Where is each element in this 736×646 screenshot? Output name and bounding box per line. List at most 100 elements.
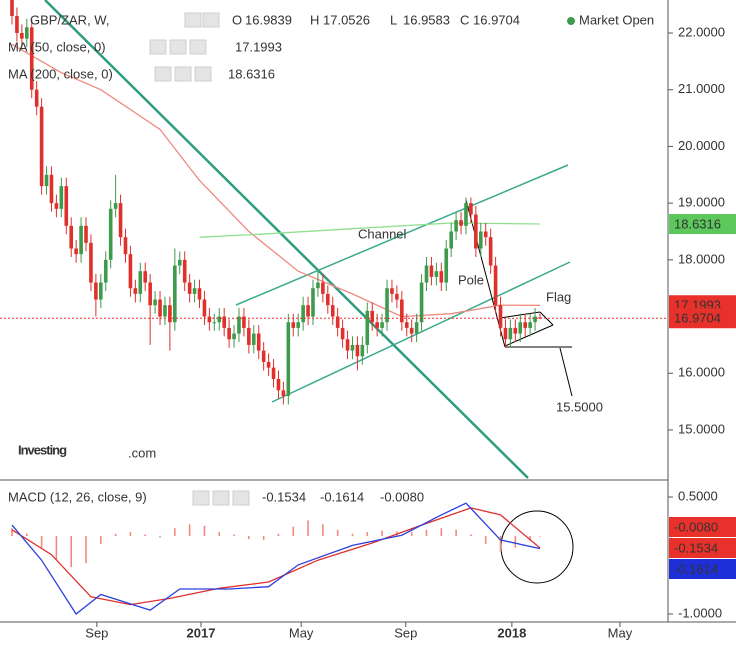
icon[interactable] [192, 490, 210, 506]
candle-body [311, 288, 315, 317]
legend-label: MA (200, close, 0) [8, 66, 113, 81]
ohlc-letter: H [310, 12, 319, 27]
x-tick-label: May [289, 625, 314, 640]
candle-body [449, 231, 453, 249]
ohlc-value: 17.0526 [323, 12, 370, 27]
histogram-bar [529, 535, 531, 541]
icon[interactable] [189, 39, 207, 55]
histogram-bar [425, 529, 428, 536]
y-tick-label: 0.5000 [678, 488, 718, 503]
ohlc-letter: O [232, 12, 242, 27]
candle-body [187, 282, 192, 294]
icon[interactable] [212, 490, 230, 506]
histogram-bar [470, 534, 472, 536]
logo: Investing [18, 442, 67, 457]
ohlc-letter: C [460, 12, 469, 27]
candle-body [94, 282, 98, 300]
candle-body [469, 203, 473, 215]
flag-line [539, 311, 554, 326]
histogram-bar [351, 533, 354, 536]
candle-body [163, 305, 167, 317]
y-tick-label: 22.0000 [678, 24, 725, 39]
candle-body [326, 293, 330, 306]
legend-value: 18.6316 [228, 66, 275, 81]
histogram-bar [188, 524, 191, 536]
icon[interactable] [154, 66, 172, 82]
x-tick-label: May [608, 625, 633, 640]
price-tag [669, 559, 736, 579]
icon[interactable] [184, 12, 202, 28]
histogram-bar [292, 526, 295, 536]
price-tag [669, 517, 736, 537]
callout-line [559, 347, 573, 397]
price-tag-label: -0.1614 [674, 561, 718, 576]
histogram-bar [85, 535, 87, 564]
candle-body [523, 322, 527, 328]
logo-suffix: .com [128, 445, 156, 460]
icon[interactable] [169, 39, 187, 55]
candle-body [59, 186, 64, 209]
price-tag-label: 16.9704 [674, 311, 721, 326]
candle-body [261, 350, 266, 362]
histogram-bar [55, 535, 58, 560]
trendline [44, 0, 529, 479]
candle-body [296, 322, 300, 328]
histogram-bar [218, 532, 221, 536]
candle-body [281, 390, 286, 396]
legend-value: -0.0080 [380, 489, 424, 504]
ohlc-value: 16.9704 [473, 12, 520, 27]
candle-body [118, 203, 123, 238]
candle-body [54, 203, 59, 209]
icon[interactable] [232, 490, 250, 506]
candle-body [424, 265, 429, 283]
icon[interactable] [194, 66, 212, 82]
candle-body [227, 327, 231, 340]
icon[interactable] [149, 39, 167, 55]
candle-body [158, 299, 162, 317]
ohlc-value: 16.9839 [245, 12, 292, 27]
candle-body [355, 344, 360, 357]
histogram-bar [484, 535, 487, 544]
candle-body [360, 344, 365, 357]
icon[interactable] [202, 12, 220, 28]
price-tag-label: 18.6316 [674, 216, 721, 231]
candle-body [222, 316, 226, 328]
x-tick-label: 2017 [187, 625, 216, 640]
candle-body [10, 0, 14, 16]
candle-body [488, 237, 493, 266]
candle-body [207, 316, 212, 323]
price-tag-label: -0.0080 [674, 519, 718, 534]
candle-body [29, 27, 34, 90]
y-tick-label: 16.0000 [678, 365, 725, 380]
candle-body [508, 327, 513, 340]
y-tick-label: 18.0000 [678, 251, 725, 266]
price-tag [669, 538, 736, 558]
histogram-bar [455, 529, 457, 536]
candle-body [419, 282, 424, 323]
y-tick-label: 15.0000 [678, 421, 725, 436]
x-tick-label: 2018 [497, 625, 526, 640]
histogram-bar [262, 535, 265, 540]
histogram-bar [499, 535, 502, 552]
candle-body [202, 299, 207, 317]
candle-body [74, 248, 78, 255]
candle-body [89, 242, 93, 283]
icon[interactable] [174, 66, 192, 82]
candle-body [380, 322, 384, 328]
candle-body [153, 299, 157, 306]
candle-body [232, 333, 236, 340]
histogram-bar [440, 528, 443, 536]
candle-body [212, 322, 217, 324]
candle-body [103, 259, 108, 283]
candle-body [306, 305, 310, 317]
histogram-bar [159, 535, 161, 538]
histogram-bar [514, 535, 517, 548]
ohlc-letter: L [390, 12, 397, 27]
legend-value: -0.1614 [320, 489, 364, 504]
candle-body [177, 259, 182, 266]
candle-body [39, 106, 44, 187]
status-dot [567, 17, 575, 25]
candle-body [173, 265, 177, 323]
candle-body [474, 214, 478, 249]
candle-body [113, 203, 118, 209]
